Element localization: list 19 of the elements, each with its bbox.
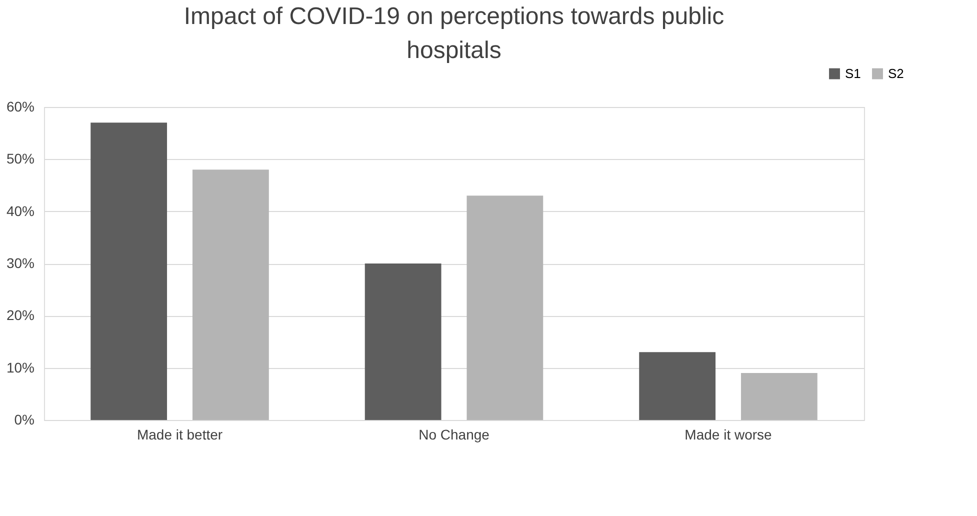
bar bbox=[466, 196, 544, 420]
x-tick-label: Made it worse bbox=[684, 426, 772, 442]
x-tick-label: Made it better bbox=[136, 426, 223, 442]
y-tick-label: 50% bbox=[6, 150, 34, 167]
y-tick-label: 0% bbox=[14, 412, 34, 428]
y-tick-label: 40% bbox=[6, 202, 34, 219]
bar bbox=[639, 352, 716, 420]
y-tick-label: 60% bbox=[6, 98, 34, 114]
bar bbox=[192, 170, 269, 420]
bar bbox=[364, 264, 442, 420]
y-tick-label: 10% bbox=[6, 359, 34, 376]
y-tick-label: 30% bbox=[6, 255, 34, 271]
bar bbox=[90, 122, 168, 420]
legend-label: S1 bbox=[845, 66, 861, 81]
y-tick-label: 20% bbox=[6, 307, 34, 324]
chart-title: Impact of COVID-19 on perceptions towards public hospitals bbox=[184, 3, 724, 64]
bar bbox=[740, 373, 818, 420]
legend-label: S2 bbox=[888, 66, 904, 81]
x-tick-label: No Change bbox=[418, 426, 490, 442]
